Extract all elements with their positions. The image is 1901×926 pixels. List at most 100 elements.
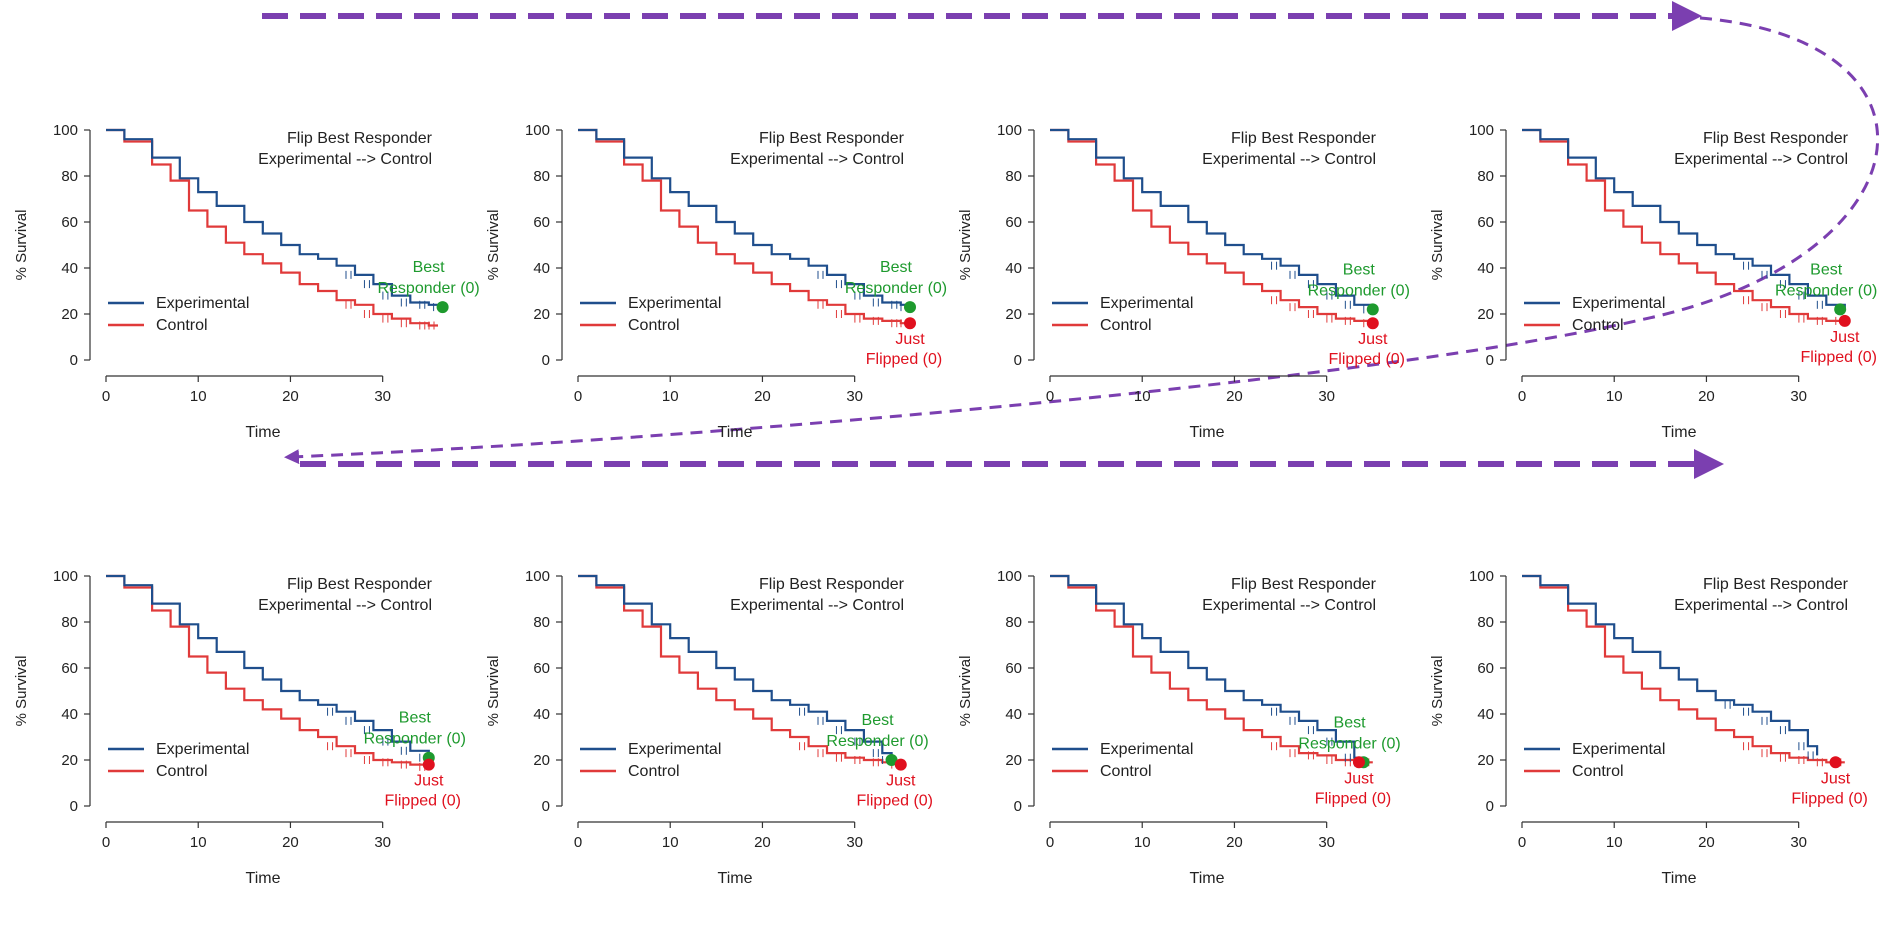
annotation-line: Experimental --> Control <box>258 151 432 168</box>
y-tick-label: 60 <box>533 214 550 231</box>
legend-label: Experimental <box>156 741 249 758</box>
y-tick-label: 40 <box>1477 706 1494 723</box>
y-tick-label: 20 <box>1005 752 1022 769</box>
x-tick-label: 10 <box>1606 388 1623 405</box>
x-tick-label: 20 <box>1698 834 1715 851</box>
just-flipped-label: Flipped (0) <box>1329 351 1405 368</box>
y-tick-label: 60 <box>533 660 550 677</box>
legend-label: Experimental <box>1100 295 1193 312</box>
y-axis-label: % Survival <box>1429 656 1446 727</box>
km-plot: 0 20 40 60 80 100 0 10 20 30 Time % Survival Flip Be… <box>13 122 480 441</box>
km-plot: 0 20 40 60 80 100 0 10 20 30 Time % Survival Flip Be… <box>957 568 1401 887</box>
chart-panel: 0 20 40 60 80 100 0 10 20 30 Time % Survival Flip Be… <box>1416 486 1886 926</box>
y-tick-label: 40 <box>1005 260 1022 277</box>
y-tick-label: 100 <box>997 122 1022 139</box>
annotation-line: Flip Best Responder <box>287 130 433 147</box>
series-line-experimental <box>106 574 430 758</box>
best-responder-label: Responder (0) <box>845 280 947 297</box>
series-line-experimental <box>1522 128 1846 310</box>
x-tick-label: 30 <box>1790 388 1807 405</box>
y-tick-label: 0 <box>542 798 550 815</box>
best-responder-label: Best <box>862 712 895 729</box>
y-tick-label: 60 <box>61 660 78 677</box>
legend-label: Experimental <box>1572 741 1665 758</box>
best-responder-marker <box>1366 303 1379 316</box>
series-line-experimental <box>1050 574 1365 763</box>
y-tick-label: 0 <box>70 352 78 369</box>
x-tick-label: 0 <box>102 834 110 851</box>
flow-arrows <box>262 1 1880 479</box>
y-tick-label: 20 <box>1005 306 1022 323</box>
best-responder-marker <box>436 301 449 314</box>
annotation-line: Flip Best Responder <box>759 130 905 147</box>
series-line-experimental <box>578 574 893 760</box>
best-responder-label: Responder (0) <box>1298 735 1400 752</box>
legend-label: Control <box>1100 763 1152 780</box>
y-tick-label: 40 <box>533 260 550 277</box>
legend-label: Experimental <box>628 741 721 758</box>
just-flipped-label: Just <box>1830 329 1860 346</box>
just-flipped-label: Flipped (0) <box>385 793 461 810</box>
y-tick-label: 20 <box>1477 306 1494 323</box>
y-tick-label: 60 <box>1005 214 1022 231</box>
legend-label: Experimental <box>1100 741 1193 758</box>
x-axis-label: Time <box>718 424 753 441</box>
annotation-line: Experimental --> Control <box>1674 151 1848 168</box>
y-tick-label: 100 <box>525 568 550 585</box>
x-axis-label: Time <box>1190 424 1225 441</box>
x-tick-label: 0 <box>102 388 110 405</box>
legend-label: Control <box>628 317 680 334</box>
y-tick-label: 20 <box>61 306 78 323</box>
y-tick-label: 80 <box>1477 614 1494 631</box>
annotation-line: Experimental --> Control <box>1202 151 1376 168</box>
legend-label: Experimental <box>628 295 721 312</box>
y-axis-label: % Survival <box>1429 210 1446 281</box>
best-responder-label: Responder (0) <box>826 733 928 750</box>
x-tick-label: 30 <box>374 834 391 851</box>
just-flipped-label: Just <box>886 773 916 790</box>
flow-arrow-curve <box>284 16 1880 465</box>
y-axis-label: % Survival <box>957 656 974 727</box>
legend-label: Control <box>1572 317 1624 334</box>
annotation-line: Experimental --> Control <box>258 597 432 614</box>
km-plot: 0 20 40 60 80 100 0 10 20 30 Time % Survival Flip Be… <box>485 568 933 887</box>
y-axis-label: % Survival <box>957 210 974 281</box>
x-tick-label: 20 <box>1698 388 1715 405</box>
y-tick-label: 60 <box>1477 214 1494 231</box>
x-tick-label: 20 <box>754 388 771 405</box>
annotation-line: Flip Best Responder <box>1703 576 1849 593</box>
series-line-experimental <box>106 128 444 308</box>
x-tick-label: 0 <box>1518 834 1526 851</box>
x-tick-label: 30 <box>1790 834 1807 851</box>
y-tick-label: 40 <box>1477 260 1494 277</box>
km-plot: 0 20 40 60 80 100 0 10 20 30 Time % Survival Flip Be… <box>1429 122 1877 441</box>
just-flipped-marker <box>422 758 435 771</box>
series-line-control <box>106 128 438 327</box>
x-tick-label: 0 <box>1046 834 1054 851</box>
best-responder-label: Best <box>880 259 913 276</box>
series-line-control <box>578 128 910 325</box>
annotation-line: Flip Best Responder <box>759 576 905 593</box>
km-plot: 0 20 40 60 80 100 0 10 20 30 Time % Survival Flip Be… <box>1429 568 1868 887</box>
km-plot: 0 20 40 60 80 100 0 10 20 30 Time % Survival Flip Be… <box>13 568 466 887</box>
just-flipped-label: Flipped (0) <box>1315 790 1391 807</box>
best-responder-label: Responder (0) <box>377 280 479 297</box>
series-line-control <box>1050 574 1373 764</box>
chart-panel: 0 20 40 60 80 100 0 10 20 30 Time % Survival Flip Be… <box>1416 40 1886 480</box>
chart-panel: 0 20 40 60 80 100 0 10 20 30 Time % Survival Flip Be… <box>0 486 470 926</box>
legend-label: Control <box>156 317 208 334</box>
just-flipped-label: Just <box>1344 770 1374 787</box>
chart-panel: 0 20 40 60 80 100 0 10 20 30 Time % Survival Flip Be… <box>472 486 942 926</box>
y-tick-label: 20 <box>533 752 550 769</box>
annotation-line: Flip Best Responder <box>1703 130 1849 147</box>
y-tick-label: 100 <box>525 122 550 139</box>
just-flipped-label: Flipped (0) <box>1791 790 1867 807</box>
series-line-control <box>1050 128 1374 324</box>
best-responder-label: Best <box>413 259 446 276</box>
best-responder-marker <box>1834 303 1847 316</box>
figure-root: 0 20 40 60 80 100 0 10 20 30 Time% Survival Flip Be… <box>13 1 1886 887</box>
x-axis-label: Time <box>1662 870 1697 887</box>
x-tick-label: 10 <box>1134 834 1151 851</box>
y-tick-label: 80 <box>1477 168 1494 185</box>
x-axis-label: Time <box>718 870 753 887</box>
